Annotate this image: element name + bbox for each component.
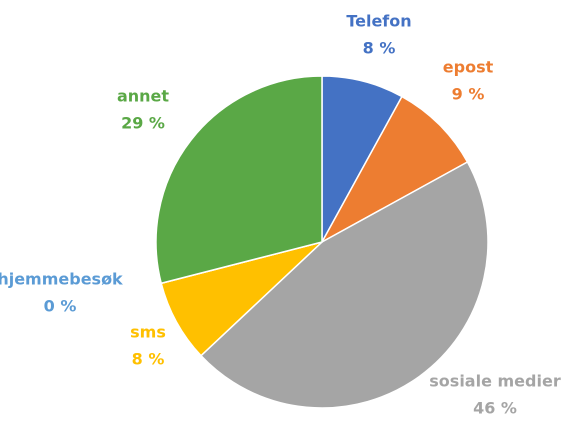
pie-slice: [199, 161, 489, 409]
slice-label: epost: [443, 58, 494, 77]
slice-label: hjemmebesøk: [0, 270, 123, 289]
slice-label: sosiale medier: [429, 372, 561, 391]
pie-slice: [155, 75, 323, 285]
slice-value-label: 0 %: [44, 297, 77, 316]
slice-label: Telefon: [346, 12, 411, 31]
pie-slice: [320, 95, 469, 244]
slice-value-label: 8 %: [363, 39, 396, 58]
slice-value-label: 29 %: [121, 114, 165, 133]
slice-label: sms: [130, 323, 166, 342]
slice-label: annet: [117, 87, 169, 106]
slice-value-label: 9 %: [452, 85, 485, 104]
slice-value-label: 46 %: [473, 399, 517, 418]
slice-value-label: 8 %: [132, 350, 165, 369]
